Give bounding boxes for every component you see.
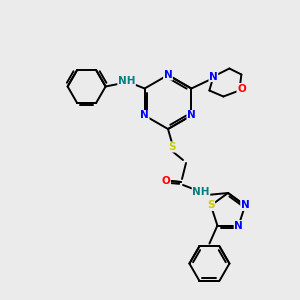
Text: N: N: [209, 71, 218, 82]
Text: S: S: [168, 142, 176, 152]
Text: N: N: [241, 200, 250, 210]
Text: NH: NH: [192, 187, 210, 197]
Text: N: N: [140, 110, 149, 121]
Text: S: S: [207, 200, 214, 210]
Text: O: O: [162, 176, 170, 186]
Text: O: O: [237, 83, 246, 94]
Text: N: N: [164, 70, 172, 80]
Text: N: N: [234, 220, 243, 231]
Text: N: N: [187, 110, 196, 121]
Text: NH: NH: [118, 76, 135, 85]
